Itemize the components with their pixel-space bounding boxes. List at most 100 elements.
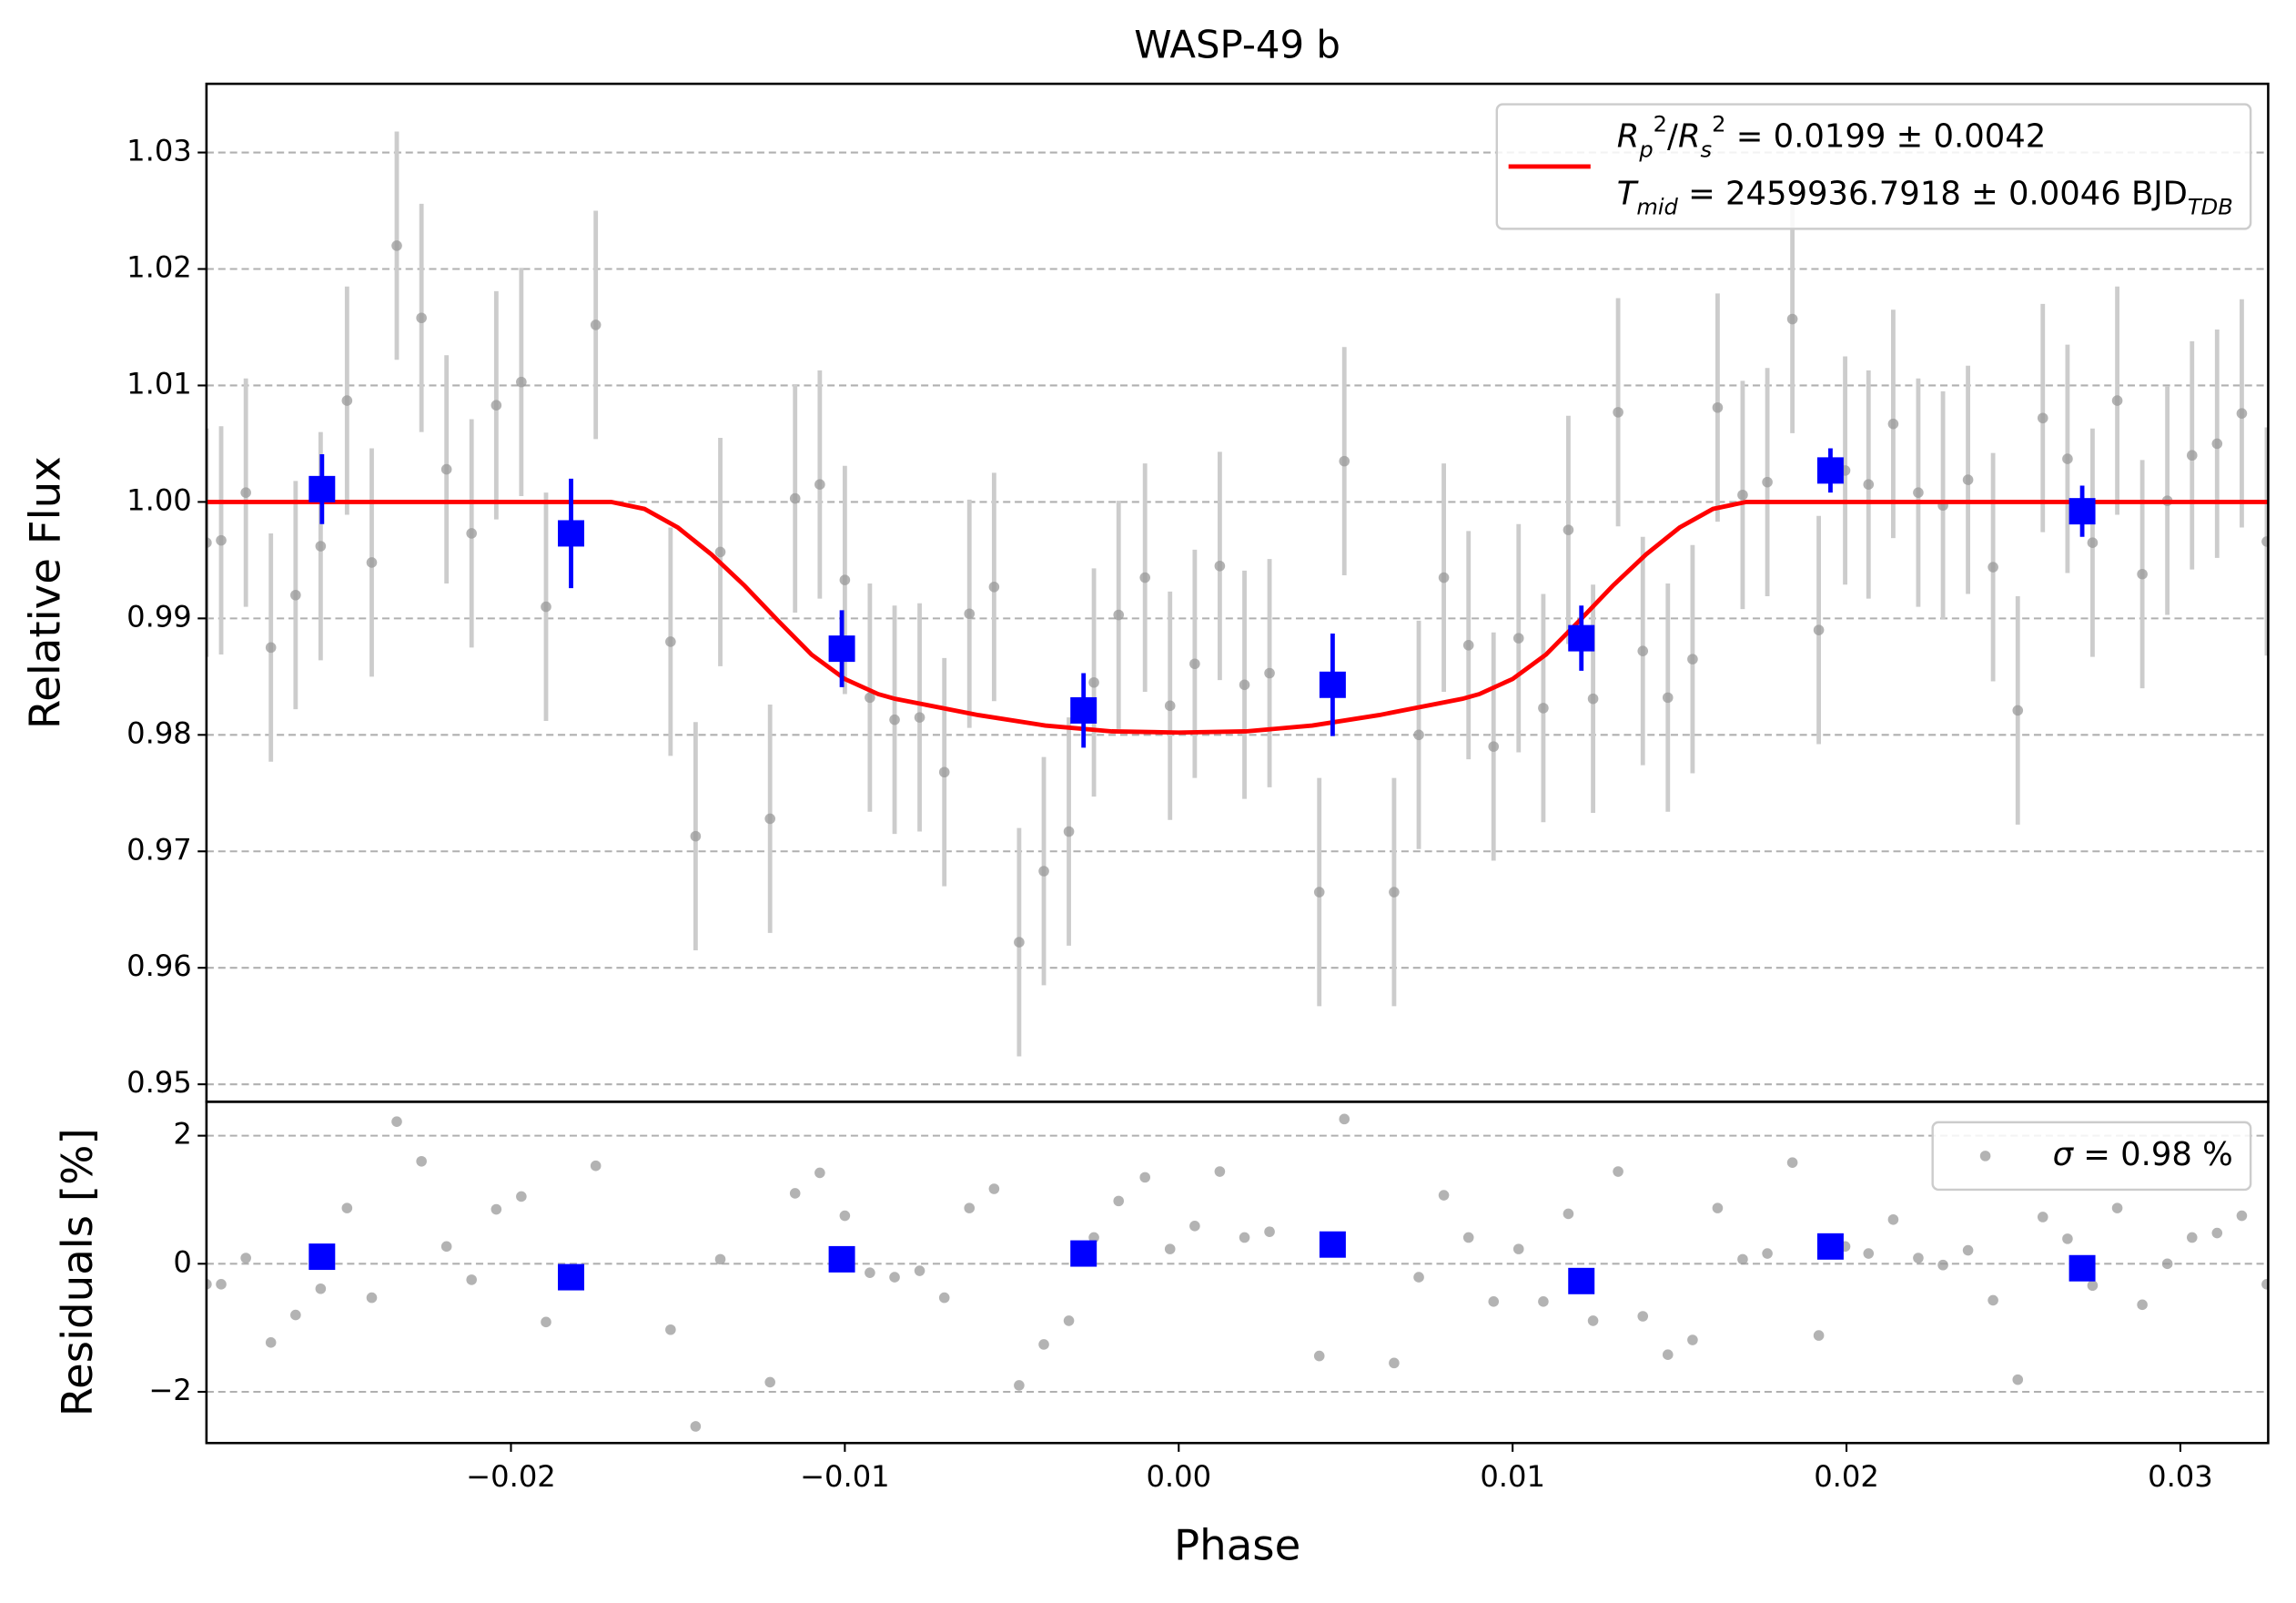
- data-point: [964, 1202, 976, 1213]
- data-point: [1063, 826, 1075, 837]
- data-point: [789, 492, 801, 504]
- x-tick-label: 0.00: [1146, 1459, 1211, 1494]
- data-point: [1462, 639, 1474, 651]
- data-point: [1339, 1113, 1350, 1125]
- data-point: [391, 1116, 402, 1127]
- legend-label: Tmid = 2459936.7918 ± 0.0046 BJDTDB: [1617, 175, 2233, 219]
- data-point: [764, 813, 775, 825]
- x-tick-label: −0.01: [800, 1459, 890, 1494]
- y-tick-label: 1.03: [126, 134, 192, 168]
- data-point: [1164, 1243, 1176, 1254]
- data-point: [1462, 1232, 1474, 1243]
- data-point: [440, 1241, 452, 1253]
- axes-frame: [205, 1101, 2270, 1445]
- data-point: [1014, 937, 1025, 948]
- data-point: [1887, 1213, 1899, 1225]
- data-point: [491, 1203, 502, 1215]
- data-point: [1214, 560, 1226, 572]
- data-point: [1637, 1311, 1649, 1322]
- data-point: [1512, 633, 1524, 644]
- data-point: [341, 395, 353, 406]
- data-point: [290, 589, 301, 601]
- data-point: [1239, 1232, 1250, 1243]
- legend-text-part: /: [1667, 118, 1678, 156]
- legend-text-part: TDB: [2188, 194, 2233, 219]
- data-point: [964, 608, 976, 620]
- data-point: [2012, 1374, 2024, 1385]
- data-point: [2037, 412, 2048, 424]
- x-tick-label: −0.02: [466, 1459, 556, 1494]
- data-point: [889, 1272, 900, 1283]
- data-point: [315, 541, 327, 552]
- data-point: [2062, 453, 2073, 464]
- data-point: [1113, 609, 1125, 621]
- data-point: [2236, 1210, 2248, 1222]
- data-point: [216, 534, 227, 546]
- y-axis-label: Residuals [%]: [54, 1128, 103, 1416]
- data-point: [290, 1309, 301, 1321]
- binned-point: [1070, 696, 1097, 724]
- binned-point: [558, 520, 585, 547]
- data-point: [1189, 1221, 1200, 1232]
- data-point: [2012, 705, 2024, 716]
- data-point: [1438, 572, 1450, 583]
- y-tick-label: 0.99: [126, 599, 192, 634]
- model-line: [206, 499, 2269, 736]
- data-point: [938, 766, 950, 778]
- data-point: [2211, 438, 2223, 450]
- data-point: [2137, 1299, 2148, 1311]
- data-point: [366, 1292, 378, 1304]
- data-point: [265, 1337, 277, 1348]
- data-point: [1712, 1202, 1724, 1213]
- data-point: [1038, 866, 1049, 877]
- binned-point: [2068, 498, 2096, 525]
- data-point: [690, 830, 702, 842]
- data-point: [1988, 562, 1998, 573]
- legend-text-part: σ: [2053, 1136, 2075, 1173]
- data-point: [2211, 1227, 2223, 1239]
- data-point: [714, 546, 726, 558]
- data-point: [1538, 1296, 1549, 1307]
- legend-label: σ = 0.98 %: [2053, 1136, 2233, 1173]
- y-axis-label: Relative Flux: [22, 456, 71, 729]
- binned-point: [1070, 1240, 1097, 1267]
- data-point: [839, 1210, 851, 1222]
- data-point: [1438, 1190, 1450, 1201]
- data-point: [1139, 572, 1150, 583]
- data-point: [440, 463, 452, 475]
- data-point: [516, 1191, 527, 1202]
- data-point: [1563, 524, 1574, 535]
- data-point: [1863, 1248, 1875, 1259]
- binned-point: [1319, 1231, 1346, 1258]
- data-point: [1488, 1296, 1500, 1307]
- plot-area: [206, 131, 2269, 1057]
- data-point: [1264, 667, 1275, 679]
- data-point: [1687, 1334, 1698, 1345]
- data-point: [1786, 313, 1798, 325]
- legend-text-part: = 2459936.7918 ± 0.0046 BJD: [1678, 175, 2188, 212]
- data-point: [1139, 1172, 1150, 1183]
- legend-marker: [1979, 1151, 1991, 1162]
- data-point: [1937, 1259, 1948, 1271]
- binned-point: [828, 635, 855, 663]
- binned-point: [2068, 1254, 2096, 1282]
- y-tick-label: 0.95: [126, 1065, 192, 1100]
- data-point: [466, 1274, 477, 1285]
- legend-frame: [1495, 103, 2252, 230]
- data-point: [1113, 1195, 1125, 1207]
- legend-text-part: 2: [1654, 112, 1667, 137]
- data-point: [1662, 692, 1674, 704]
- data-point: [1786, 1157, 1798, 1168]
- legend-text-part: = 0.0199 ± 0.0042: [1725, 118, 2046, 156]
- data-point: [240, 1253, 251, 1263]
- data-point: [1687, 654, 1698, 665]
- legend-label: Rp2/Rs2 = 0.0199 ± 0.0042: [1617, 112, 2047, 163]
- data-point: [1762, 1248, 1773, 1259]
- data-point: [1613, 1166, 1623, 1177]
- data-point: [265, 642, 277, 654]
- data-point: [590, 1160, 602, 1172]
- y-tick-label: −2: [148, 1373, 191, 1407]
- data-point: [1962, 1244, 1974, 1256]
- data-point: [2261, 536, 2269, 547]
- data-point: [665, 1324, 676, 1335]
